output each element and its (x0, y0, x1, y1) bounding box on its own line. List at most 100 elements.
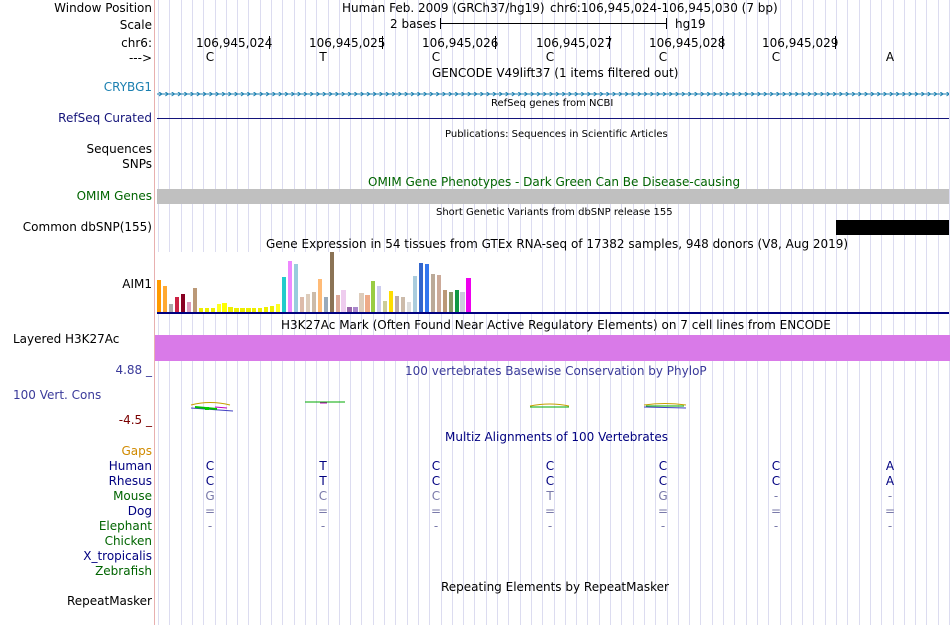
gtex-bar[interactable] (299, 297, 305, 312)
gtex-bar[interactable] (240, 308, 245, 312)
gtex-bar[interactable] (448, 292, 453, 312)
gtex-bar[interactable] (329, 252, 334, 312)
track-label-refseq[interactable]: RefSeq Curated (58, 111, 152, 125)
track-label-repeatmasker[interactable]: RepeatMasker (66, 594, 152, 608)
gtex-bar-area[interactable] (157, 252, 537, 312)
gtex-bar[interactable] (168, 304, 174, 312)
gtex-bar[interactable] (395, 296, 400, 312)
species-label[interactable]: Human (108, 459, 152, 473)
gtex-bar[interactable] (341, 290, 346, 312)
gtex-bar[interactable] (412, 276, 418, 312)
gtex-bar[interactable] (222, 303, 227, 312)
chevron-right-icon (876, 91, 882, 97)
gtex-bar[interactable] (198, 308, 203, 312)
chevron-right-icon (366, 91, 371, 97)
gtex-bar[interactable] (174, 297, 180, 312)
gtex-bar[interactable] (460, 292, 465, 312)
scale-bar-left-tick (440, 18, 441, 29)
gtex-bar[interactable] (180, 294, 186, 312)
chevron-right-icon (820, 91, 825, 97)
chevron-right-icon (341, 91, 346, 97)
refseq-track-title: RefSeq genes from NCBI (491, 98, 614, 109)
gtex-bar[interactable] (281, 277, 287, 312)
track-label-sequences[interactable]: Sequences (86, 142, 152, 156)
gtex-bar[interactable] (162, 286, 168, 312)
omim-gene-feature[interactable] (157, 189, 949, 204)
gtex-bar[interactable] (186, 302, 192, 312)
gtex-bar[interactable] (406, 302, 412, 312)
dbsnp-variant[interactable] (836, 220, 949, 235)
track-label-aim1[interactable]: AIM1 (122, 277, 152, 291)
gtex-bar[interactable] (347, 307, 352, 312)
gtex-bar[interactable] (353, 307, 358, 312)
species-label[interactable]: Rhesus (108, 474, 152, 488)
gtex-bar[interactable] (389, 291, 394, 312)
chevron-right-icon (593, 91, 598, 97)
assembly-title: Human Feb. 2009 (GRCh37/hg19) (342, 1, 545, 15)
gtex-bar[interactable] (418, 263, 424, 312)
gtex-bar[interactable] (157, 280, 162, 312)
gtex-bar[interactable] (192, 288, 197, 312)
gtex-bar[interactable] (264, 307, 269, 312)
gtex-bar[interactable] (228, 307, 233, 312)
chevron-right-icon (391, 91, 397, 97)
ruler-tick (495, 36, 496, 49)
track-label-snps[interactable]: SNPs (122, 157, 152, 171)
chevron-right-icon (165, 91, 170, 97)
species-label[interactable]: Dog (127, 504, 152, 518)
gtex-bar[interactable] (305, 294, 311, 312)
gtex-bar[interactable] (210, 308, 215, 312)
gtex-bar[interactable] (377, 286, 382, 312)
gtex-bar[interactable] (216, 304, 221, 312)
gtex-bar[interactable] (454, 290, 459, 312)
gtex-bar[interactable] (383, 301, 388, 312)
track-label-dbsnp[interactable]: Common dbSNP(155) (22, 220, 152, 234)
track-label-h3k27ac[interactable]: Layered H3K27Ac (13, 332, 120, 346)
ruler-tick (609, 36, 610, 49)
crybg1-gene-line[interactable] (157, 86, 950, 97)
gtex-bar[interactable] (317, 279, 322, 312)
chevron-right-icon (599, 91, 604, 97)
gtex-bar[interactable] (246, 308, 251, 312)
gtex-bar[interactable] (424, 264, 430, 312)
gtex-bar[interactable] (234, 308, 239, 312)
gtex-bar[interactable] (311, 292, 316, 312)
chevron-right-icon (196, 91, 201, 97)
phylop-signal[interactable] (155, 395, 950, 420)
repeatmasker-track-title: Repeating Elements by RepeatMasker (441, 580, 669, 594)
gtex-bar[interactable] (371, 281, 376, 312)
species-label[interactable]: Zebrafish (95, 564, 152, 578)
species-label[interactable]: X_tropicalis (83, 549, 152, 563)
omim-track-title: OMIM Gene Phenotypes - Dark Green Can Be… (368, 175, 741, 189)
gtex-bar[interactable] (276, 304, 281, 312)
gtex-bar[interactable] (400, 297, 406, 312)
gtex-bar[interactable] (258, 308, 263, 312)
track-label-cons[interactable]: 100 Vert. Cons (13, 388, 102, 402)
gtex-bar[interactable] (252, 308, 257, 312)
gtex-bar[interactable] (270, 306, 275, 312)
gtex-bar[interactable] (293, 264, 299, 312)
gtex-bar[interactable] (204, 308, 209, 312)
gtex-bar[interactable] (365, 295, 370, 312)
gtex-bar[interactable] (430, 274, 435, 312)
h3k27ac-signal[interactable] (155, 335, 950, 361)
gtex-bar[interactable] (442, 290, 447, 312)
alignment-base: T (546, 489, 554, 503)
track-label-crybg1[interactable]: CRYBG1 (103, 80, 152, 94)
chevron-right-icon (454, 91, 460, 97)
gtex-bar[interactable] (466, 278, 471, 312)
chevron-right-icon (624, 91, 630, 97)
species-label[interactable]: Elephant (98, 519, 152, 533)
dna-base: C (658, 50, 668, 64)
refseq-gene-line[interactable] (157, 118, 949, 119)
species-label[interactable]: Mouse (113, 489, 152, 503)
gtex-bar[interactable] (436, 275, 441, 312)
gtex-bar[interactable] (323, 297, 328, 312)
species-label[interactable]: Chicken (104, 534, 152, 548)
gtex-bar[interactable] (335, 295, 340, 312)
track-label-gaps[interactable]: Gaps (121, 444, 152, 458)
gtex-bar[interactable] (287, 261, 293, 312)
ruler-tick (382, 36, 383, 49)
gtex-bar[interactable] (359, 293, 364, 312)
track-label-omim[interactable]: OMIM Genes (76, 189, 152, 203)
